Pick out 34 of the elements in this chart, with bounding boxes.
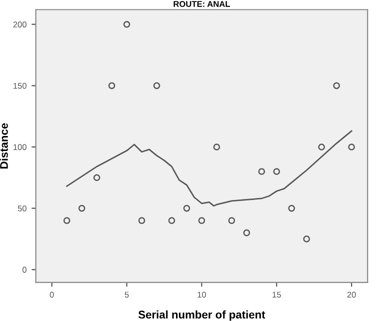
point (123, 20, 130, 28)
chart-title: ROUTE: ANAL (174, 1, 230, 7)
point (198, 217, 206, 224)
point (303, 236, 310, 242)
point (228, 217, 236, 224)
x-tick-label: 15 (272, 292, 281, 298)
line-series (66, 130, 352, 207)
x-tick-label: 5 (124, 292, 129, 298)
point (183, 204, 190, 212)
point (153, 82, 160, 90)
y-axis-title: Distance (0, 123, 8, 168)
y-tick-label: 0 (22, 266, 26, 273)
point (258, 168, 266, 175)
point (213, 144, 220, 150)
point (63, 217, 70, 224)
y-tick-label: 100 (14, 144, 26, 150)
point (288, 204, 296, 212)
point (78, 204, 86, 212)
point (333, 82, 340, 90)
point (168, 217, 176, 224)
point (273, 168, 280, 175)
y-tick-label: 200 (13, 22, 26, 28)
y-tick-label: 150 (14, 82, 26, 89)
point (318, 144, 325, 150)
point (243, 229, 250, 236)
point (348, 144, 355, 150)
point (108, 82, 116, 90)
x-tick-label: 10 (198, 292, 206, 298)
point (138, 217, 146, 224)
x-tick-label: 0 (50, 292, 54, 298)
x-tick-label: 20 (347, 292, 356, 298)
point (93, 174, 100, 182)
y-tick-label: 50 (18, 205, 26, 212)
x-axis-title: Serial number of patient (138, 310, 266, 321)
